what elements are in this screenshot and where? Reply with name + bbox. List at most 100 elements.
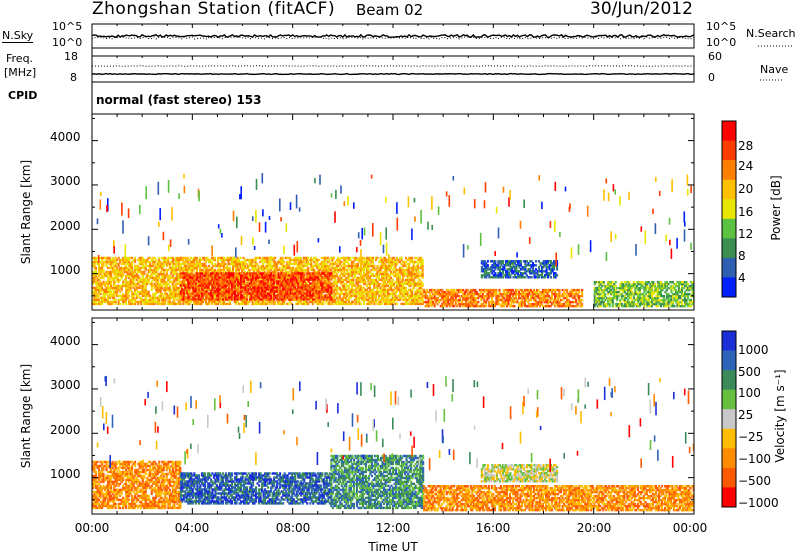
power-cell — [181, 272, 184, 275]
power-cell — [432, 302, 435, 306]
power-cell — [293, 258, 296, 262]
power-cell — [120, 284, 123, 288]
power-cell — [391, 284, 394, 288]
power-cell — [174, 282, 177, 286]
power-cell — [126, 292, 129, 296]
power-cell — [337, 280, 340, 284]
power-cell — [147, 300, 150, 304]
power-cell — [129, 270, 132, 274]
power-cell — [368, 256, 371, 260]
power-cell — [291, 290, 294, 293]
power-cell — [319, 288, 322, 291]
power-cell — [279, 280, 282, 283]
power-cell — [289, 296, 292, 299]
power-cell — [286, 274, 289, 277]
power-cell — [222, 256, 225, 260]
power-cell — [236, 300, 239, 304]
power-cell — [412, 280, 415, 284]
power-cell — [224, 280, 227, 283]
power-cell — [415, 284, 418, 288]
power-cell — [421, 262, 424, 266]
power-cell — [177, 278, 180, 282]
power-cell — [129, 284, 132, 288]
power-cell — [260, 278, 263, 282]
power-cell — [402, 278, 405, 282]
power-cell — [361, 274, 364, 278]
power-cell — [368, 262, 371, 266]
power-cell — [316, 262, 319, 266]
power-cell — [353, 284, 356, 288]
power-cell — [327, 278, 330, 281]
power-cell — [198, 264, 201, 268]
power-cell — [403, 272, 406, 276]
power-cell — [111, 286, 114, 290]
power-cell — [409, 284, 412, 288]
power-cell — [442, 294, 445, 298]
power-cell — [229, 302, 232, 306]
power-cell — [382, 256, 385, 260]
power-cell — [415, 274, 418, 278]
power-cell — [378, 268, 381, 272]
power-cell — [131, 294, 134, 298]
power-cell — [262, 288, 265, 291]
power-cell — [229, 262, 232, 266]
power-cell — [271, 280, 274, 283]
power-cell — [365, 284, 368, 288]
power-cell — [270, 296, 273, 299]
power-cell — [313, 286, 316, 289]
power-cell — [215, 296, 218, 299]
power-cell — [297, 272, 300, 275]
power-cell — [279, 284, 282, 287]
power-cell — [101, 300, 104, 304]
power-cell — [253, 276, 256, 279]
power-cell — [179, 264, 182, 268]
power-cell — [134, 264, 137, 268]
power-cell — [343, 282, 346, 286]
power-cell — [102, 272, 105, 276]
power-cell — [231, 286, 234, 289]
power-cell — [170, 266, 173, 270]
power-cell — [135, 286, 138, 290]
power-cell — [198, 268, 201, 272]
power-cell — [358, 256, 361, 260]
power-cell — [156, 286, 159, 290]
power-cell — [152, 298, 155, 302]
power-cell — [256, 268, 259, 272]
power-cell — [417, 288, 420, 292]
power-cell — [400, 270, 403, 274]
power-cell — [205, 294, 208, 297]
power-cell — [261, 274, 264, 277]
power-cell — [116, 294, 119, 298]
power-cell — [418, 292, 421, 296]
power-cell — [131, 292, 134, 296]
power-cell — [143, 300, 146, 304]
power-cell — [341, 280, 344, 284]
power-cell — [252, 292, 255, 295]
power-cell — [194, 266, 197, 270]
power-cell — [206, 302, 209, 306]
power-cell — [222, 270, 225, 274]
power-cell — [462, 298, 465, 302]
power-cell — [137, 302, 140, 306]
power-cell — [194, 298, 197, 301]
power-cell — [167, 274, 170, 278]
power-cell — [110, 294, 113, 298]
power-cell — [119, 298, 122, 302]
power-cell — [264, 276, 267, 279]
power-cell — [323, 268, 326, 272]
power-cell — [243, 296, 246, 299]
power-cell — [171, 270, 174, 274]
power-cell — [430, 288, 433, 292]
power-cell — [287, 270, 290, 274]
power-cell — [153, 300, 156, 304]
power-cell — [381, 288, 384, 292]
power-cell — [158, 262, 161, 266]
power-cell — [259, 260, 262, 264]
power-cell — [237, 298, 240, 301]
power-cell — [361, 296, 364, 300]
power-cell — [439, 304, 442, 308]
power-cell — [415, 268, 418, 272]
power-cell — [302, 268, 305, 272]
power-cell — [188, 272, 191, 276]
power-cell — [277, 262, 280, 266]
